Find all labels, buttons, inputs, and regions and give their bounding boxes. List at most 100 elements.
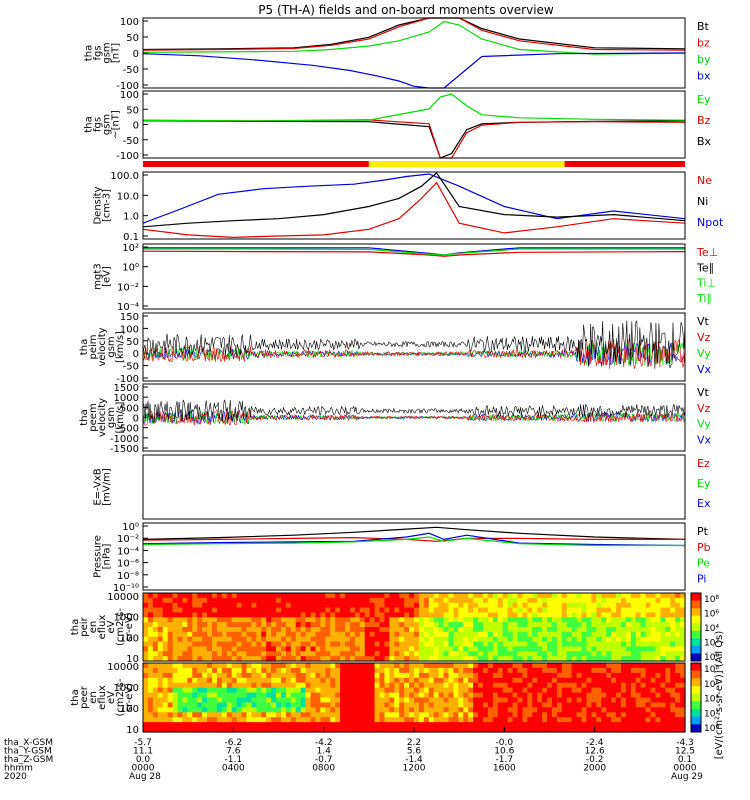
heatmap-cell [354,607,361,614]
heatmap-cell [167,677,174,684]
heatmap-cell [320,667,326,674]
heatmap-cell [187,593,193,599]
heatmap-cell [187,722,193,728]
heatmap-cell [448,692,455,699]
heatmap-cell [290,607,297,614]
heatmap-cell [433,702,440,708]
heatmap-cell [305,717,312,723]
heatmap-cell [409,717,415,723]
heatmap-cell [616,646,622,652]
heatmap-cell [404,646,410,652]
heatmap-cell [280,672,287,679]
heatmap-cell [290,677,297,684]
heatmap-cell [635,597,642,604]
heatmap-cell [285,641,292,648]
heatmap-cell [399,672,405,679]
heatmap-cell [187,636,193,643]
heatmap-cell [665,663,671,669]
heatmap-cell [182,622,188,628]
y-tick-label: 10⁰ [122,522,139,533]
heatmap-cell [354,687,361,694]
heatmap-cell [261,631,267,638]
heatmap-cell [630,702,637,708]
heatmap-cell [561,722,568,728]
heatmap-cell [414,687,420,694]
heatmap-cell [226,702,233,708]
heatmap-cell [487,727,494,733]
heatmap-cell [576,702,583,708]
heatmap-cell [473,617,479,623]
heatmap-cell [601,692,607,699]
heatmap-cell [409,646,415,652]
heatmap-cell [463,712,469,718]
heatmap-cell [354,717,361,723]
heatmap-cell [177,646,184,652]
heatmap-cell [285,612,292,618]
heatmap-cell [635,707,642,713]
heatmap-cell [409,617,415,623]
heatmap-cell [443,727,450,733]
heatmap-cell [394,707,400,713]
heatmap-cell [330,622,336,628]
heatmap-cell [207,607,213,614]
legend-entry: Vz [697,402,711,415]
heatmap-cell [345,687,351,694]
heatmap-cell [409,636,415,643]
legend-entry: Pb [697,541,711,554]
heatmap-cell [547,717,553,723]
y-axis-label-line: Pressure [93,535,104,578]
heatmap-cell [251,682,257,689]
heatmap-cell [655,651,661,657]
heatmap-cell [345,631,351,638]
heatmap-cell [448,612,455,618]
heatmap-cell [394,656,400,662]
heatmap-cell [478,667,484,674]
heatmap-cell [335,727,341,733]
heatmap-cell [542,607,548,614]
heatmap-cell [551,667,558,674]
heatmap-cell [379,593,386,599]
heatmap-cell [276,641,282,648]
heatmap-cell [502,636,509,643]
heatmap-cell [463,593,469,599]
heatmap-cell [216,722,223,728]
colorbar-segment [691,593,701,602]
heatmap-cell [384,617,390,623]
heatmap-cell [497,631,504,638]
heatmap-cell [507,707,514,713]
heatmap-cell [187,641,193,648]
heatmap-cell [246,607,252,614]
heatmap-cell [478,641,484,648]
heatmap-cell [611,717,617,723]
heatmap-cell [601,646,607,652]
heatmap-cell [428,602,435,609]
y-tick-label: -50 [123,362,139,373]
heatmap-cell [207,707,213,713]
heatmap-cell [522,631,528,638]
heatmap-cell [266,727,272,733]
heatmap-cell [315,612,321,618]
heatmap-cell [537,663,543,669]
heatmap-cell [443,602,450,609]
heatmap-cell [596,651,602,657]
heatmap-cell [414,663,420,669]
heatmap-cell [369,712,376,718]
heatmap-cell [492,692,499,699]
heatmap-cell [423,692,430,699]
heatmap-cell [182,597,188,604]
heatmap-cell [492,651,499,657]
heatmap-cell [650,646,657,652]
heatmap-cell [241,687,248,694]
heatmap-cell [409,727,415,733]
heatmap-cell [414,677,420,684]
heatmap-cell [157,651,164,657]
heatmap-cell [655,717,661,723]
heatmap-cell [428,722,435,728]
heatmap-cell [606,631,612,638]
heatmap-cell [463,663,469,669]
heatmap-cell [601,597,607,604]
heatmap-cell [143,667,149,674]
heatmap-cell [601,593,607,599]
heatmap-cell [241,636,248,643]
heatmap-cell [601,667,607,674]
